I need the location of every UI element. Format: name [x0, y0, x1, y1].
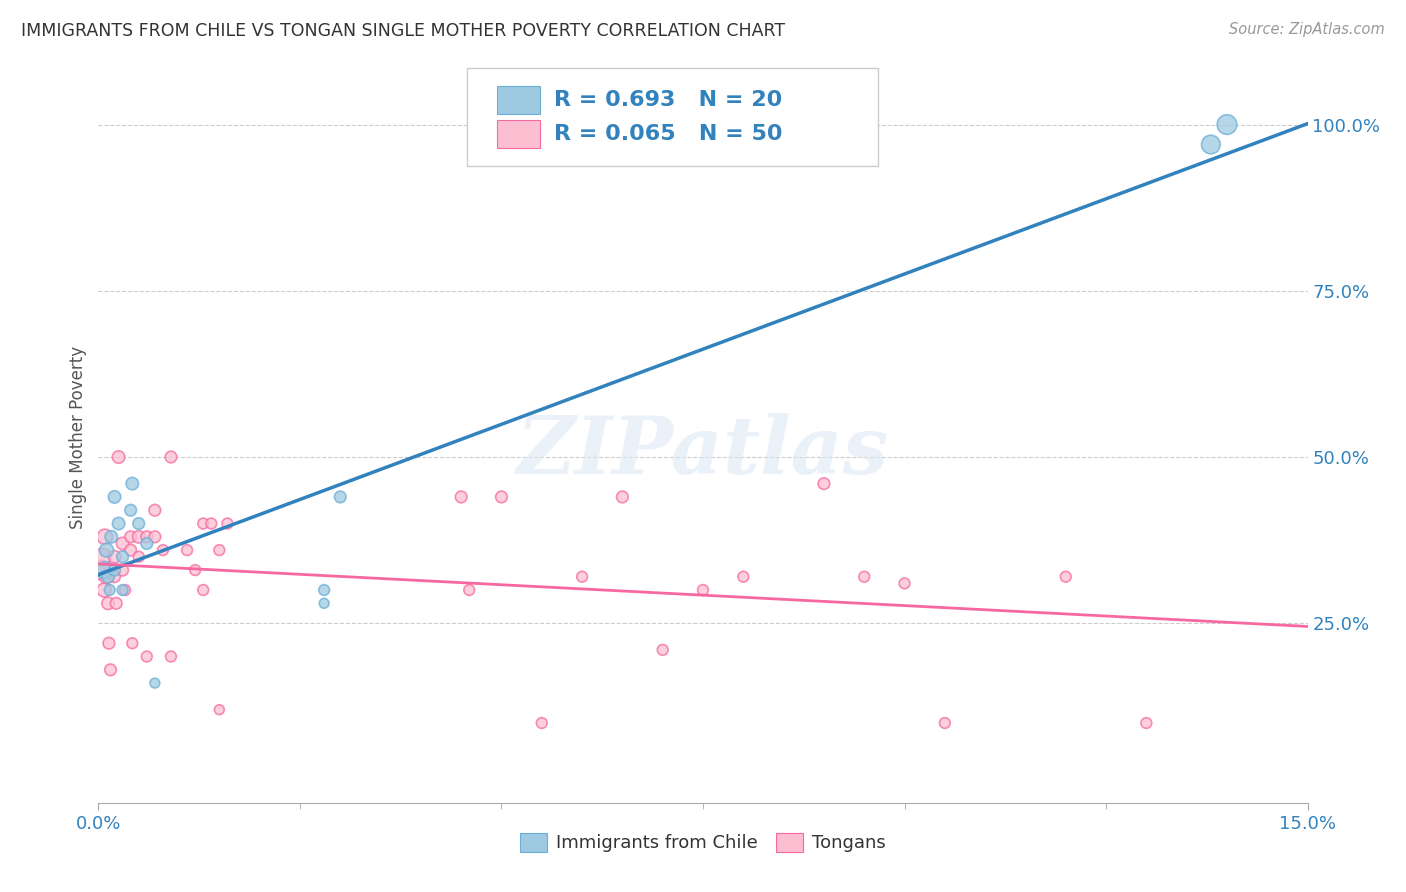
Point: [107, 450, 129, 464]
Point: [103, 490, 125, 504]
Point: [1054, 570, 1077, 584]
Point: [111, 563, 134, 577]
Point: [111, 582, 134, 597]
Point: [193, 582, 215, 597]
Point: [107, 516, 129, 531]
Point: [143, 676, 166, 690]
Point: [651, 643, 673, 657]
Point: [200, 516, 222, 531]
Y-axis label: Single Mother Poverty: Single Mother Poverty: [69, 345, 87, 529]
Point: [114, 582, 136, 597]
Point: [128, 516, 150, 531]
Point: [135, 530, 157, 544]
Point: [813, 476, 835, 491]
Point: [97, 570, 120, 584]
Point: [103, 549, 125, 564]
Point: [1135, 716, 1157, 731]
Point: [105, 596, 128, 610]
Point: [217, 516, 239, 531]
FancyBboxPatch shape: [498, 120, 540, 148]
Point: [160, 649, 183, 664]
Point: [458, 582, 481, 597]
Point: [94, 530, 117, 544]
Point: [893, 576, 915, 591]
Point: [208, 703, 231, 717]
Point: [176, 543, 198, 558]
Text: R = 0.065   N = 50: R = 0.065 N = 50: [554, 124, 783, 145]
Point: [96, 543, 118, 558]
Point: [128, 549, 150, 564]
Point: [103, 563, 125, 577]
Point: [853, 570, 876, 584]
Point: [128, 530, 150, 544]
Point: [135, 536, 157, 550]
Text: R = 0.693   N = 20: R = 0.693 N = 20: [554, 90, 783, 110]
Point: [120, 503, 142, 517]
Point: [160, 450, 183, 464]
Point: [571, 570, 593, 584]
Point: [152, 543, 174, 558]
Text: Source: ZipAtlas.com: Source: ZipAtlas.com: [1229, 22, 1385, 37]
Point: [98, 582, 121, 597]
Point: [94, 563, 117, 577]
Point: [1216, 118, 1239, 132]
Point: [934, 716, 956, 731]
Point: [314, 596, 336, 610]
Legend: Immigrants from Chile, Tongans: Immigrants from Chile, Tongans: [513, 826, 893, 860]
Point: [143, 530, 166, 544]
Point: [111, 536, 134, 550]
Point: [491, 490, 513, 504]
Point: [193, 516, 215, 531]
Point: [121, 476, 143, 491]
Point: [97, 596, 120, 610]
FancyBboxPatch shape: [467, 68, 879, 167]
Point: [530, 716, 553, 731]
Point: [612, 490, 634, 504]
Point: [103, 570, 125, 584]
Point: [135, 649, 157, 664]
Point: [692, 582, 714, 597]
Point: [93, 582, 115, 597]
Text: ZIPatlas: ZIPatlas: [517, 413, 889, 491]
Point: [450, 490, 472, 504]
FancyBboxPatch shape: [498, 86, 540, 114]
Point: [314, 582, 336, 597]
Point: [184, 563, 207, 577]
Text: IMMIGRANTS FROM CHILE VS TONGAN SINGLE MOTHER POVERTY CORRELATION CHART: IMMIGRANTS FROM CHILE VS TONGAN SINGLE M…: [21, 22, 785, 40]
Point: [111, 549, 134, 564]
Point: [97, 636, 120, 650]
Point: [208, 543, 231, 558]
Point: [90, 563, 112, 577]
Point: [120, 543, 142, 558]
Point: [143, 503, 166, 517]
Point: [329, 490, 352, 504]
Point: [120, 530, 142, 544]
Point: [96, 570, 118, 584]
Point: [733, 570, 755, 584]
Point: [100, 530, 122, 544]
Point: [1199, 137, 1222, 152]
Point: [100, 663, 122, 677]
Point: [121, 636, 143, 650]
Point: [91, 549, 114, 564]
